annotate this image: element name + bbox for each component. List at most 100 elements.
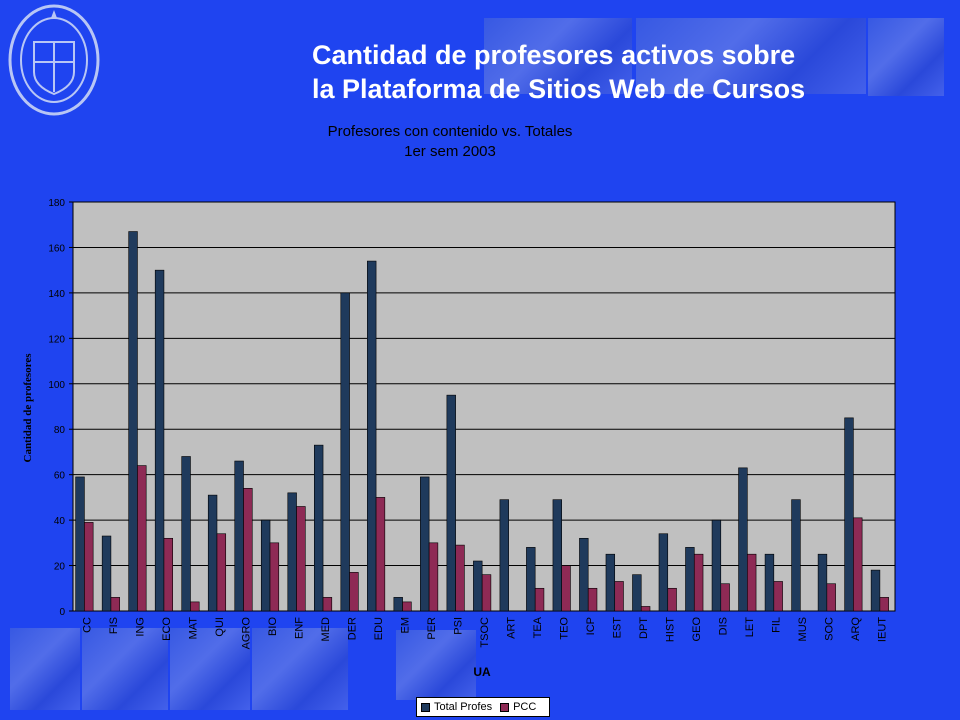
x-tick-label-ieut: IEUT [877, 617, 889, 642]
y-tick-label: 100 [48, 380, 65, 391]
bar-total-der [340, 292, 350, 612]
bar-pcc-tea [534, 587, 545, 612]
y-axis-ticks: 0 20 40 60 80 100 120 140 160 180 [48, 198, 73, 618]
x-tick-label-psi: PSI [452, 617, 464, 635]
bar-total-agro [234, 460, 244, 612]
bar-total-per [420, 476, 430, 612]
bar-total-eco [154, 269, 165, 612]
bar-pcc-enf [296, 506, 306, 612]
x-tick-label-tsoc: TSOC [479, 617, 491, 648]
bar-total-psi [446, 394, 456, 612]
x-tick-label-der: DER [346, 617, 358, 640]
bar-pcc-icp [587, 587, 598, 612]
bar-pcc-est [614, 581, 624, 612]
legend-swatch-total [421, 702, 430, 712]
x-tick-label-ing: ING [134, 617, 146, 637]
x-tick-label-cc: CC [81, 617, 93, 633]
bar-total-bio [260, 519, 271, 612]
y-tick-label: 180 [48, 198, 65, 209]
bar-pcc-fil [773, 581, 783, 612]
bar-pcc-dis [720, 583, 730, 612]
slide-title: Cantidad de profesores activos sobre la … [312, 38, 805, 106]
x-tick-label-let: LET [744, 617, 756, 637]
bar-total-tsoc [473, 560, 483, 612]
bar-pcc-em [402, 601, 412, 612]
bar-total-geo [685, 547, 695, 612]
x-axis-ticks: CC FIS ING ECO MAT QUI AGRO BIO ENF MED DER EDU EM PE… [81, 616, 888, 649]
y-axis-label: Cantidad de profesores [22, 353, 34, 463]
x-tick-label-enf: ENF [293, 617, 305, 639]
bar-total-em [393, 597, 403, 612]
y-tick-label: 160 [48, 243, 65, 254]
university-seal-logo [8, 4, 100, 116]
bar-total-enf [287, 492, 297, 612]
bar-pcc-qui [216, 533, 227, 612]
y-tick-label: 140 [48, 289, 65, 300]
chart-title-line-1: Profesores con contenido vs. Totales [327, 123, 573, 140]
y-tick-label: 120 [48, 334, 65, 345]
header-photo-3 [868, 18, 944, 96]
bar-pcc-ieut [879, 597, 889, 612]
bar-pcc-bio [269, 542, 280, 612]
bar-pcc-geo [693, 553, 704, 612]
bar-pcc-soc [826, 583, 836, 612]
bar-pcc-tsoc [481, 574, 492, 612]
bar-pcc-cc [84, 522, 94, 612]
bar-total-teo [552, 499, 562, 612]
bar-total-cc [75, 476, 85, 612]
bar-pcc-hist [667, 587, 677, 612]
x-tick-label-fis: FIS [108, 617, 120, 634]
legend-swatch-pcc [500, 702, 510, 712]
x-axis-label: UA [473, 665, 491, 679]
bar-total-ing [128, 231, 138, 612]
y-tick-label: 20 [54, 562, 66, 573]
x-tick-label-edu: EDU [373, 617, 385, 640]
bar-pcc-eco [163, 537, 174, 612]
header-photo-2 [636, 18, 866, 94]
bar-total-est [605, 553, 616, 612]
chart-title: Profesores con contenido vs. Totales 1er… [300, 122, 600, 162]
x-tick-label-mus: MUS [797, 617, 809, 641]
bar-pcc-arq [853, 517, 863, 612]
bar-total-hist [658, 533, 669, 612]
bar-total-med [313, 444, 324, 612]
bar-total-dis [711, 519, 722, 612]
x-tick-label-arq: ARQ [850, 617, 862, 641]
legend-label-pcc: PCC [513, 701, 537, 713]
footer-photo-3 [170, 628, 250, 710]
x-tick-label-mat: MAT [187, 617, 199, 640]
bar-total-arq [844, 417, 854, 612]
bar-total-edu [367, 260, 377, 612]
x-tick-label-em: EM [399, 617, 411, 634]
x-tick-label-art: ART [506, 617, 518, 639]
x-tick-label-qui: QUI [214, 617, 226, 637]
chart-legend: Total Profes PCC [416, 697, 550, 717]
x-tick-label-agro: AGRO [240, 617, 252, 650]
bar-total-mat [181, 456, 191, 612]
bar-pcc-per [428, 542, 439, 612]
x-tick-label-med: MED [320, 617, 332, 642]
bar-pcc-med [322, 597, 333, 612]
bar-total-icp [579, 537, 589, 612]
x-tick-label-hist: HIST [665, 617, 677, 642]
x-tick-label-dpt: DPT [638, 617, 650, 639]
x-tick-label-bio: BIO [267, 617, 279, 636]
x-tick-label-soc: SOC [824, 617, 836, 641]
bar-pcc-mat [190, 601, 200, 612]
bar-pcc-let [747, 553, 757, 612]
bar-pcc-dpt [640, 606, 651, 612]
footer-photo-1 [10, 628, 80, 710]
slide-title-line-2: la Plataforma de Sitios Web de Cursos [312, 74, 806, 104]
x-tick-label-tea: TEA [532, 616, 544, 638]
bar-pcc-ing [137, 465, 147, 612]
slide-title-line-1: Cantidad de profesores activos sobre [312, 40, 796, 70]
bar-total-dpt [632, 574, 642, 612]
footer-photo-5 [396, 630, 476, 700]
bar-pcc-teo [561, 565, 571, 612]
x-tick-label-per: PER [426, 617, 438, 640]
plot-area [72, 201, 896, 612]
bar-total-mus [791, 499, 801, 612]
bar-total-fil [764, 553, 775, 612]
footer-photo-2 [82, 628, 168, 710]
